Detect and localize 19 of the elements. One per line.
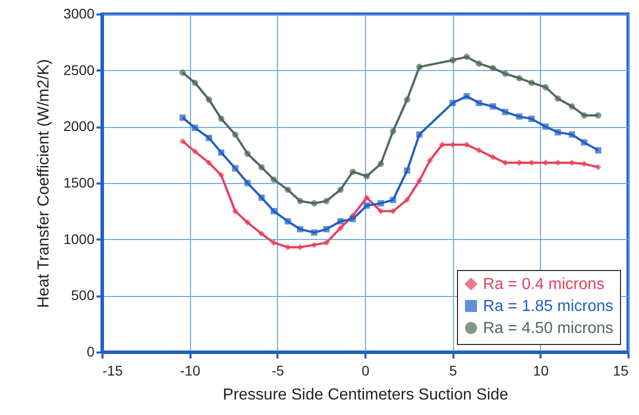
x-axis-title: Pressure Side Centimeters Suction Side xyxy=(222,386,508,404)
x-tick-label: -10 xyxy=(180,362,200,378)
legend-label: Ra = 1.85 microns xyxy=(483,298,614,315)
legend-label: Ra = 0.4 microns xyxy=(483,276,604,293)
y-tick-label: 2000 xyxy=(63,118,95,134)
y-tick-label: 3000 xyxy=(63,6,95,22)
y-tick-label: 0 xyxy=(86,344,95,360)
x-tick-label: -5 xyxy=(272,362,284,378)
y-axis-title: Heat Transfer Coefficient (W/m2/K) xyxy=(35,59,52,308)
x-tick-label: 5 xyxy=(449,362,458,378)
y-tick-label: 1500 xyxy=(63,174,95,190)
x-tick-label: 10 xyxy=(533,362,549,378)
x-tick-label: -15 xyxy=(102,362,123,378)
legend-label: Ra = 4.50 microns xyxy=(483,320,614,337)
x-tick-label: 15 xyxy=(612,362,629,378)
y-tick-label: 1000 xyxy=(63,230,95,247)
y-tick-label: 2500 xyxy=(63,62,95,78)
x-tick-label: 0 xyxy=(362,362,370,378)
y-tick-label: 500 xyxy=(71,287,95,304)
